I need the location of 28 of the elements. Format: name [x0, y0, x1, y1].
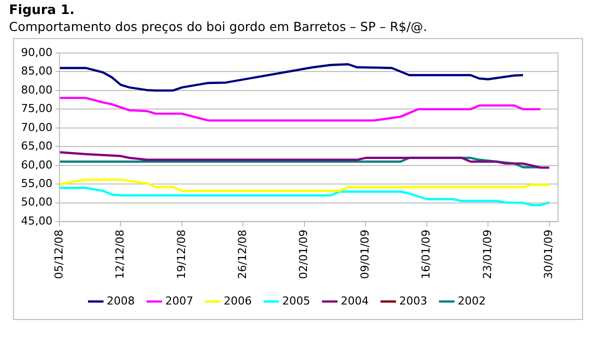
legend-label: 2004 [340, 294, 369, 308]
x-tick-label: 30/01/09 [542, 230, 556, 280]
x-tick-label: 05/12/08 [52, 230, 66, 280]
y-tick-label: 65,00 [20, 140, 52, 153]
y-tick-label: 75,00 [20, 102, 52, 116]
x-tick-label: 16/01/09 [420, 230, 433, 280]
x-tick-label: 12/12/08 [114, 230, 127, 280]
y-tick-label: 70,00 [20, 120, 52, 134]
x-tick-label: 09/01/09 [358, 230, 372, 280]
x-tick-label: 19/12/08 [174, 230, 188, 280]
y-tick-label: 85,00 [20, 64, 52, 78]
legend-label: 2005 [282, 294, 310, 308]
chart-subtitle: Comportamento dos preços do boi gordo em Barretos – SP – R$/@. [9, 19, 428, 34]
legend-label: 2007 [165, 294, 194, 308]
x-tick-label: 26/12/08 [236, 230, 250, 280]
y-tick-label: 55,00 [20, 176, 52, 190]
legend-label: 2008 [106, 294, 135, 308]
legend-label: 2006 [224, 294, 252, 308]
chart-title: Figura 1. [9, 3, 75, 18]
y-tick-label: 50,00 [20, 196, 52, 209]
x-tick-label: 23/01/09 [480, 230, 494, 280]
y-tick-label: 60,00 [20, 158, 52, 172]
legend-label: 2002 [458, 294, 486, 308]
y-tick-label: 45,00 [20, 214, 52, 228]
y-tick-label: 90,00 [20, 46, 52, 59]
legend-label: 2003 [399, 294, 428, 308]
x-tick-label: 02/01/09 [297, 230, 310, 280]
y-tick-label: 80,00 [20, 83, 52, 96]
